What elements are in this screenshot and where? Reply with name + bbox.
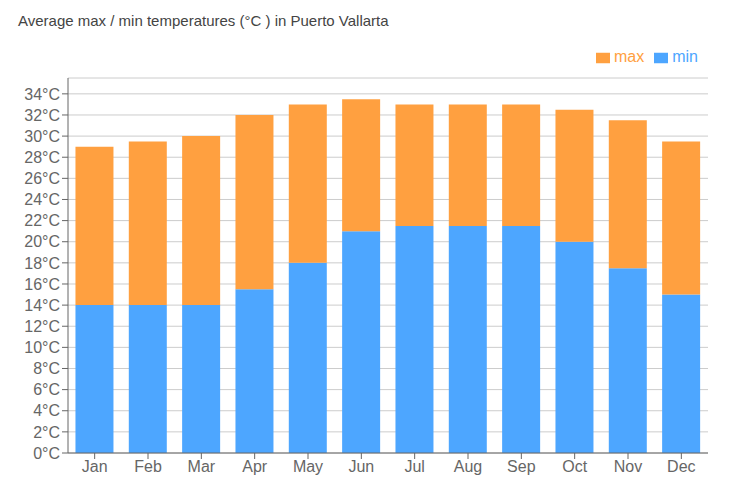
svg-text:24°C: 24°C (24, 191, 60, 208)
svg-text:Jun: Jun (348, 458, 374, 475)
svg-text:Sep: Sep (507, 458, 536, 475)
svg-text:34°C: 34°C (24, 86, 60, 103)
svg-text:28°C: 28°C (24, 149, 60, 166)
svg-text:22°C: 22°C (24, 212, 60, 229)
svg-text:4°C: 4°C (33, 402, 60, 419)
svg-text:12°C: 12°C (24, 318, 60, 335)
svg-text:20°C: 20°C (24, 233, 60, 250)
html-text:max: max (614, 48, 645, 65)
svg-text:Dec: Dec (667, 458, 695, 475)
svg-text:14°C: 14°C (24, 297, 60, 314)
svg-text:30°C: 30°C (24, 128, 60, 145)
svg-text:32°C: 32°C (24, 107, 60, 124)
svg-text:Feb: Feb (134, 458, 162, 475)
svg-text:16°C: 16°C (24, 276, 60, 293)
svg-text:6°C: 6°C (33, 381, 60, 398)
svg-text:Jan: Jan (82, 458, 108, 475)
svg-text:0°C: 0°C (33, 445, 60, 462)
svg-text:Jul: Jul (404, 458, 424, 475)
svg-text:Oct: Oct (562, 458, 587, 475)
svg-text:May: May (293, 458, 323, 475)
svg-text:Nov: Nov (614, 458, 642, 475)
svg-text:26°C: 26°C (24, 170, 60, 187)
svg-text:10°C: 10°C (24, 339, 60, 356)
html-text:Average max / min temperatures: Average max / min temperatures (°C ) in … (18, 12, 389, 29)
svg-text:Mar: Mar (188, 458, 216, 475)
svg-text:2°C: 2°C (33, 424, 60, 441)
svg-text:18°C: 18°C (24, 255, 60, 272)
html-text:min: min (672, 48, 698, 65)
svg-text:Apr: Apr (242, 458, 268, 475)
svg-text:Aug: Aug (454, 458, 482, 475)
svg-text:8°C: 8°C (33, 360, 60, 377)
